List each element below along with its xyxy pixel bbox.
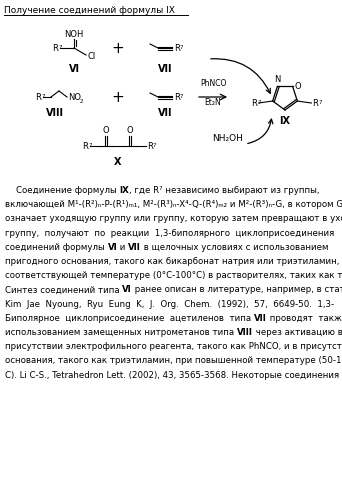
- Text: использованием замещенных нитрометанов типа: использованием замещенных нитрометанов т…: [5, 328, 237, 337]
- Text: X: X: [114, 157, 122, 167]
- Text: +: +: [111, 89, 124, 104]
- Text: в щелочных условиях с использованием: в щелочных условиях с использованием: [141, 243, 329, 252]
- Text: Синтез соединений типа: Синтез соединений типа: [5, 285, 122, 294]
- Text: R: R: [82, 142, 88, 151]
- Text: соединений формулы: соединений формулы: [5, 243, 107, 252]
- FancyArrowPatch shape: [248, 119, 273, 143]
- Text: R: R: [35, 92, 41, 101]
- Text: 7: 7: [89, 143, 92, 148]
- Text: 7: 7: [153, 143, 157, 148]
- Text: PhNCO: PhNCO: [200, 79, 226, 88]
- Text: Et₂N: Et₂N: [205, 98, 221, 107]
- Text: R: R: [251, 98, 256, 107]
- Text: проводят  также  с: проводят также с: [267, 314, 342, 323]
- Text: O: O: [127, 126, 133, 135]
- Text: VI: VI: [107, 243, 117, 252]
- Text: VI: VI: [68, 64, 79, 74]
- Text: , где R⁷ независимо выбирают из группы,: , где R⁷ независимо выбирают из группы,: [129, 186, 320, 195]
- Text: R: R: [147, 142, 153, 151]
- Text: NOH: NOH: [64, 29, 84, 38]
- Text: 7: 7: [318, 100, 322, 105]
- Text: Kim  Jae  Nyoung,  Ryu  Eung  K,  J.  Org.  Chem.  (1992),  57,  6649-50.  1,3-: Kim Jae Nyoung, Ryu Eung K, J. Org. Chem…: [5, 299, 334, 308]
- Text: IX: IX: [279, 116, 290, 126]
- Text: VII: VII: [254, 314, 267, 323]
- Text: NO: NO: [68, 92, 81, 101]
- Text: VIII: VIII: [237, 328, 253, 337]
- Text: NH₂OH: NH₂OH: [213, 134, 244, 143]
- Text: 7: 7: [180, 94, 184, 99]
- Text: основания, такого как триэтиламин, при повышенной температуре (50-100°: основания, такого как триэтиламин, при п…: [5, 356, 342, 365]
- Text: 7: 7: [59, 45, 63, 50]
- Text: 7: 7: [180, 45, 184, 50]
- Text: N: N: [274, 75, 280, 84]
- Text: Cl: Cl: [87, 51, 95, 60]
- Text: R: R: [174, 92, 180, 101]
- Text: VII: VII: [158, 64, 172, 74]
- Text: и: и: [117, 243, 128, 252]
- Text: VII: VII: [158, 108, 172, 118]
- Text: VIII: VIII: [46, 108, 64, 118]
- Text: пригодного основания, такого как бикарбонат натрия или триэтиламин, при: пригодного основания, такого как бикарбо…: [5, 257, 342, 266]
- Text: включающей M¹-(R²)ₙ-P-(R¹)ₘ₁, M²-(R³)ₙ-X⁴-Q-(R⁴)ₘ₂ и M²-(R³)ₙ-G, в котором G: включающей M¹-(R²)ₙ-P-(R¹)ₘ₁, M²-(R³)ₙ-X…: [5, 200, 342, 209]
- Text: группу,  получают  по  реакции  1,3-биполярного  циклоприсоединения: группу, получают по реакции 1,3-биполярн…: [5, 229, 334, 238]
- Text: 7: 7: [258, 100, 261, 105]
- Text: +: +: [111, 40, 124, 55]
- Text: соответствующей температуре (0°C-100°C) в растворителях, таких как толуол.: соответствующей температуре (0°C-100°C) …: [5, 271, 342, 280]
- Text: VI: VI: [122, 285, 132, 294]
- Text: VII: VII: [128, 243, 141, 252]
- Text: Получение соединений формулы IX: Получение соединений формулы IX: [4, 6, 175, 15]
- Text: IX: IX: [119, 186, 129, 195]
- Text: 7: 7: [42, 94, 45, 99]
- Text: R: R: [52, 43, 58, 52]
- Text: Соединение формулы: Соединение формулы: [5, 186, 119, 195]
- Text: C). Li C-S., Tetrahedron Lett. (2002), 43, 3565-3568. Некоторые соединения: C). Li C-S., Tetrahedron Lett. (2002), 4…: [5, 371, 339, 380]
- Text: присутствии электрофильного реагента, такого как PhNCO, и в присутствии: присутствии электрофильного реагента, та…: [5, 342, 342, 351]
- Text: R: R: [312, 98, 318, 107]
- Text: ранее описан в литературе, например, в статье: ранее описан в литературе, например, в с…: [132, 285, 342, 294]
- Text: O: O: [295, 82, 301, 91]
- Text: R: R: [174, 43, 180, 52]
- Text: O: O: [103, 126, 109, 135]
- FancyArrowPatch shape: [211, 59, 270, 93]
- Text: означает уходящую группу или группу, которую затем превращают в уходящую: означает уходящую группу или группу, кот…: [5, 215, 342, 224]
- Text: 2: 2: [80, 99, 83, 104]
- Text: Биполярное  циклоприсоединение  ацетиленов  типа: Биполярное циклоприсоединение ацетиленов…: [5, 314, 254, 323]
- Text: через активацию в: через активацию в: [253, 328, 342, 337]
